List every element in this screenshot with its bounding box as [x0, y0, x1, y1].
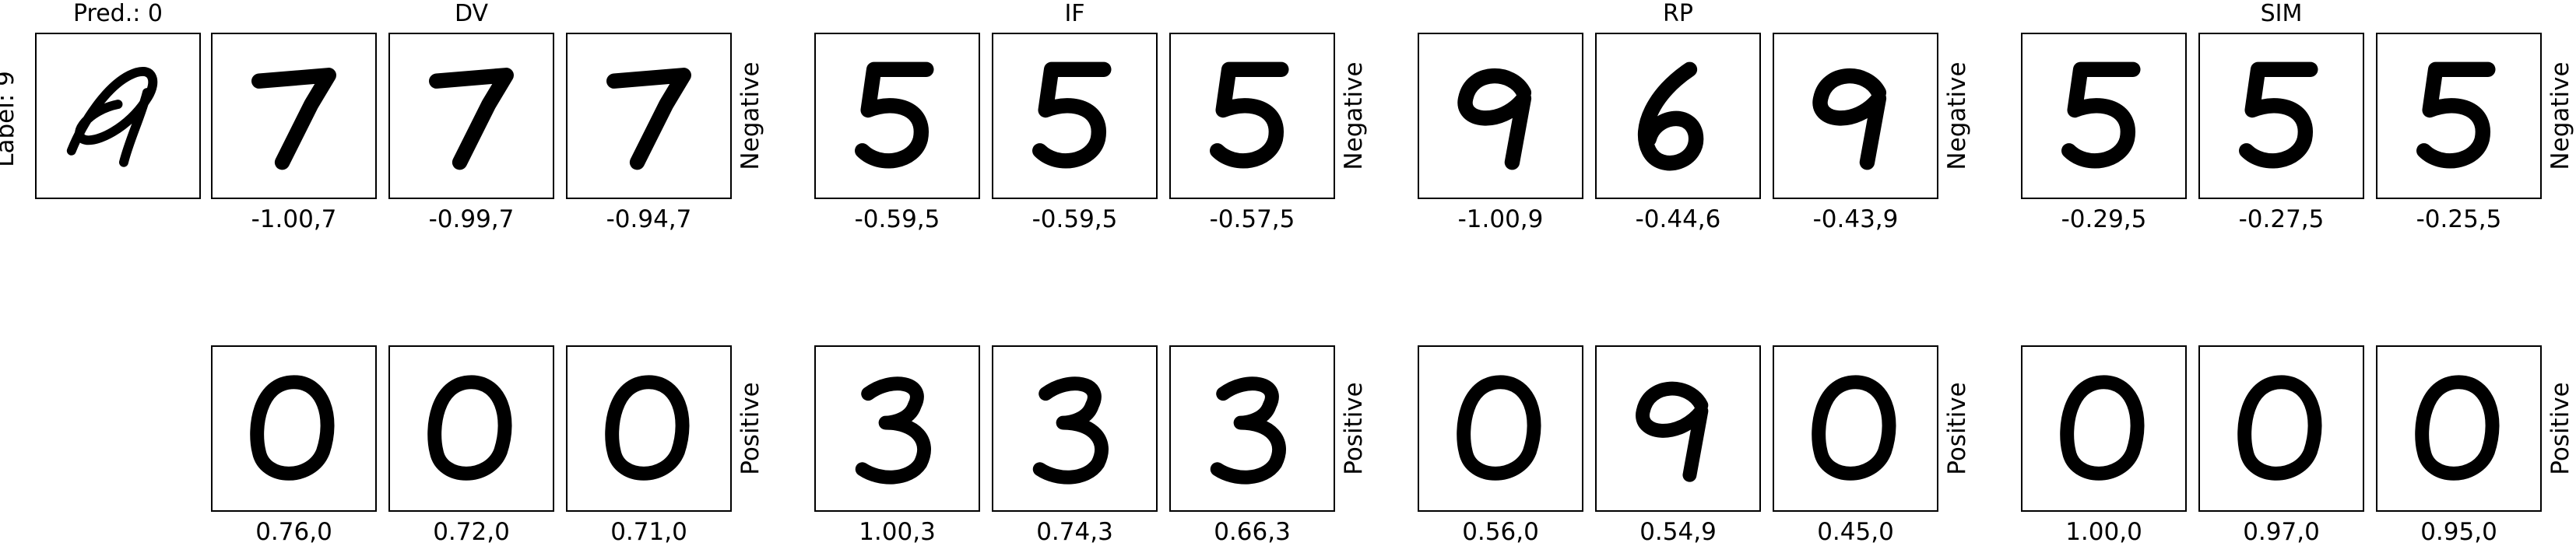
score-caption-sim-positive-2: 0.97,0 — [2243, 518, 2320, 546]
row-label-positive-rp: Positive — [1943, 382, 1971, 475]
query-pred-title: Pred.: 0 — [72, 0, 163, 27]
digit-image-if-negative-1 — [814, 33, 980, 199]
digit-image-rp-negative-1 — [1418, 33, 1583, 199]
score-caption-dv-negative-2: -0.99,7 — [428, 205, 515, 233]
score-caption-rp-negative-1: -1.00,9 — [1457, 205, 1544, 233]
score-caption-sim-positive-3: 0.95,0 — [2420, 518, 2497, 546]
score-caption-sim-positive-1: 1.00,0 — [2065, 518, 2142, 546]
score-caption-dv-positive-3: 0.71,0 — [610, 518, 687, 546]
method-title-if: IF — [1064, 0, 1085, 27]
method-title-rp: RP — [1663, 0, 1693, 27]
score-caption-if-negative-3: -0.57,5 — [1209, 205, 1295, 233]
score-caption-rp-positive-1: 0.56,0 — [1462, 518, 1539, 546]
digit-image-dv-positive-1 — [211, 345, 377, 512]
score-caption-dv-negative-1: -1.00,7 — [251, 205, 337, 233]
query-digit-image — [35, 33, 201, 199]
row-label-positive-if: Positive — [1340, 382, 1368, 475]
score-caption-rp-positive-3: 0.45,0 — [1817, 518, 1894, 546]
row-label-positive-sim: Positive — [2546, 382, 2574, 475]
method-title-sim: SIM — [2260, 0, 2303, 27]
score-caption-if-positive-1: 1.00,3 — [859, 518, 936, 546]
digit-image-dv-positive-2 — [388, 345, 554, 512]
score-caption-rp-positive-2: 0.54,9 — [1639, 518, 1717, 546]
score-caption-sim-negative-1: -0.29,5 — [2061, 205, 2147, 233]
digit-image-dv-negative-3 — [566, 33, 732, 199]
score-caption-if-negative-2: -0.59,5 — [1031, 205, 1118, 233]
digit-image-rp-positive-3 — [1773, 345, 1938, 512]
digit-image-if-positive-2 — [992, 345, 1158, 512]
query-true-label: Label: 9 — [0, 71, 19, 167]
row-label-negative-if: Negative — [1340, 61, 1368, 170]
digit-image-rp-positive-2 — [1595, 345, 1761, 512]
score-caption-rp-negative-2: -0.44,6 — [1635, 205, 1721, 233]
digit-image-sim-negative-1 — [2021, 33, 2187, 199]
digit-image-if-positive-3 — [1169, 345, 1335, 512]
digit-image-rp-positive-1 — [1418, 345, 1583, 512]
row-label-positive-dv: Positive — [736, 382, 764, 475]
row-label-negative-sim: Negative — [2546, 61, 2574, 170]
digit-image-rp-negative-3 — [1773, 33, 1938, 199]
digit-image-sim-positive-3 — [2376, 345, 2542, 512]
digit-image-sim-positive-2 — [2198, 345, 2364, 512]
row-label-negative-rp: Negative — [1943, 61, 1971, 170]
digit-image-dv-negative-2 — [388, 33, 554, 199]
digit-image-sim-positive-1 — [2021, 345, 2187, 512]
digit-image-rp-negative-2 — [1595, 33, 1761, 199]
score-caption-sim-negative-2: -0.27,5 — [2238, 205, 2325, 233]
digit-image-sim-negative-2 — [2198, 33, 2364, 199]
score-caption-dv-positive-2: 0.72,0 — [433, 518, 510, 546]
score-caption-if-positive-3: 0.66,3 — [1214, 518, 1291, 546]
score-caption-dv-negative-3: -0.94,7 — [606, 205, 692, 233]
score-caption-rp-negative-3: -0.43,9 — [1812, 205, 1899, 233]
score-caption-if-negative-1: -0.59,5 — [854, 205, 940, 233]
digit-image-if-positive-1 — [814, 345, 980, 512]
method-title-dv: DV — [454, 0, 489, 27]
digit-image-dv-negative-1 — [211, 33, 377, 199]
score-caption-dv-positive-1: 0.76,0 — [255, 518, 332, 546]
digit-image-sim-negative-3 — [2376, 33, 2542, 199]
digit-image-if-negative-2 — [992, 33, 1158, 199]
row-label-negative-dv: Negative — [736, 61, 764, 170]
score-caption-if-positive-2: 0.74,3 — [1036, 518, 1113, 546]
score-caption-sim-negative-3: -0.25,5 — [2416, 205, 2502, 233]
digit-image-dv-positive-3 — [566, 345, 732, 512]
digit-image-if-negative-3 — [1169, 33, 1335, 199]
